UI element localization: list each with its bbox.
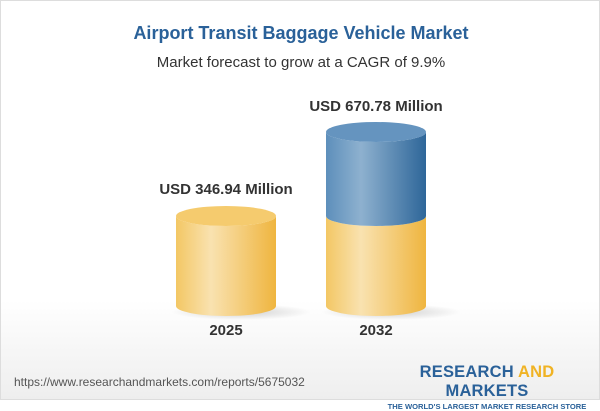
x-tick-2032: 2032 — [359, 322, 392, 339]
source-url[interactable]: https://www.researchandmarkets.com/repor… — [14, 375, 305, 389]
value-label-2025: USD 346.94 Million — [159, 181, 292, 198]
cylinder-base-2025 — [176, 216, 276, 316]
cylinder-top-2032 — [326, 121, 426, 142]
research-and-markets-logo: RESEARCH AND MARKETS THE WORLD'S LARGEST… — [387, 363, 587, 411]
x-tick-2025: 2025 — [209, 322, 242, 339]
chart-title: Airport Transit Baggage Vehicle Market — [133, 23, 469, 43]
cylinder-top-2025 — [176, 206, 276, 226]
chart-subtitle: Market forecast to grow at a CAGR of 9.9… — [156, 54, 446, 71]
chart-area: USD 346.94 Million USD 670.78 Million 20… — [159, 98, 461, 339]
value-label-2032: USD 670.78 Million — [309, 98, 442, 115]
cylinder-growth-2032 — [326, 131, 426, 226]
cylinder-base-2032 — [326, 216, 426, 316]
